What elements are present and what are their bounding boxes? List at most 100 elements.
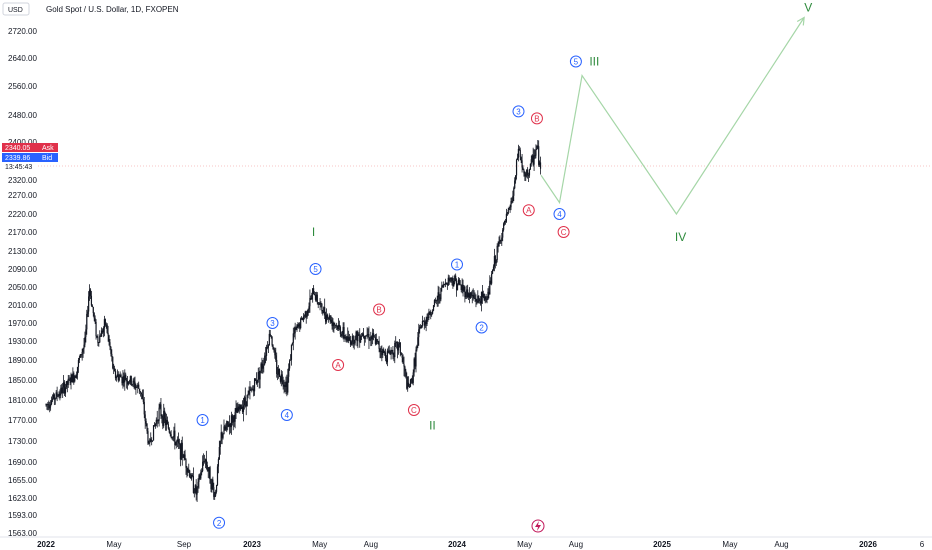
candle-body bbox=[218, 447, 220, 460]
candle-body bbox=[394, 342, 396, 358]
wave-label-text: C bbox=[561, 228, 567, 237]
candle-body bbox=[111, 353, 113, 357]
candle-body bbox=[228, 423, 231, 427]
candle-body bbox=[85, 329, 87, 337]
candle-body bbox=[269, 333, 271, 336]
candle-body bbox=[289, 360, 291, 369]
candle-body bbox=[339, 326, 341, 335]
candle-body bbox=[138, 384, 140, 389]
candle-body bbox=[67, 378, 69, 385]
candle-body bbox=[351, 336, 353, 342]
candle-body bbox=[176, 441, 178, 443]
candle-body bbox=[338, 324, 341, 327]
candle-body bbox=[384, 352, 386, 354]
candle-body bbox=[359, 335, 361, 343]
candle-body bbox=[324, 307, 326, 316]
currency-button[interactable] bbox=[2, 2, 30, 16]
x-axis[interactable]: 2022 May Sep 2023 May Aug 2024 May Aug 2025 May Aug… bbox=[0, 536, 932, 549]
candle-body bbox=[386, 350, 389, 363]
wave-label-text: 5 bbox=[313, 265, 318, 274]
wave-label-blue: 5 bbox=[309, 263, 322, 275]
candle-body bbox=[474, 297, 476, 299]
candle-body bbox=[206, 465, 208, 471]
candle-body bbox=[216, 466, 219, 486]
bar-countdown: 13:45:43 bbox=[5, 164, 32, 171]
candle-body bbox=[187, 469, 189, 473]
candle-body bbox=[488, 291, 490, 295]
candle-body bbox=[168, 428, 170, 433]
y-axis[interactable]: 2720.00 2640.00 2560.00 2480.00 2400.00 2320.… bbox=[8, 27, 37, 538]
candle-body bbox=[293, 333, 295, 335]
x-tick-label: May bbox=[517, 540, 532, 549]
candle-body bbox=[301, 317, 304, 321]
wave-label-green: IV bbox=[675, 230, 686, 244]
candle-body bbox=[157, 420, 159, 422]
candle-body bbox=[156, 419, 158, 421]
candle-body bbox=[430, 314, 432, 316]
candle-body bbox=[511, 201, 513, 202]
candle-body bbox=[357, 334, 359, 342]
candle-body bbox=[334, 324, 336, 326]
candle-body bbox=[533, 155, 535, 165]
bid-tag-bg bbox=[2, 153, 58, 162]
candle-body bbox=[307, 309, 309, 316]
candle-body bbox=[391, 349, 393, 352]
wave-label-blue: 3 bbox=[512, 105, 525, 118]
candle-body bbox=[370, 336, 372, 340]
wave-label-red: A bbox=[522, 204, 535, 217]
candle-body bbox=[177, 439, 180, 444]
candle-body bbox=[348, 337, 350, 341]
candle-body bbox=[174, 430, 176, 446]
candle-body bbox=[153, 425, 156, 427]
candle-body bbox=[235, 407, 237, 412]
candle-body bbox=[129, 376, 131, 383]
candle-body bbox=[313, 294, 316, 296]
candle-body bbox=[172, 436, 174, 438]
candle-body bbox=[396, 342, 399, 351]
candle-body bbox=[122, 376, 124, 384]
candle-body bbox=[444, 282, 447, 285]
candle-body bbox=[309, 298, 311, 307]
candle-body bbox=[92, 307, 94, 314]
candle-body bbox=[336, 325, 338, 327]
candle-body bbox=[86, 313, 88, 330]
candle-body bbox=[508, 207, 510, 210]
candle-body bbox=[274, 350, 276, 356]
candle-body bbox=[447, 277, 449, 286]
candle-body bbox=[292, 333, 294, 343]
candle-body bbox=[242, 405, 245, 412]
candle-body bbox=[509, 207, 511, 209]
bid-price: 2339.86 bbox=[5, 155, 30, 162]
candle-body bbox=[478, 295, 480, 300]
x-tick-label: 2025 bbox=[653, 540, 671, 549]
candle-body bbox=[148, 442, 150, 444]
candle-body bbox=[252, 388, 254, 390]
candle-body bbox=[306, 315, 308, 318]
wave-label-text: 1 bbox=[200, 416, 205, 425]
candle-body bbox=[59, 393, 61, 396]
candle-body bbox=[227, 421, 229, 425]
candle-body bbox=[528, 169, 531, 176]
candle-body bbox=[340, 334, 342, 336]
candle-body bbox=[203, 461, 206, 463]
candle-body bbox=[366, 334, 368, 337]
candle-body bbox=[322, 311, 324, 314]
candle-body bbox=[356, 331, 358, 342]
flash-icon[interactable] bbox=[531, 519, 545, 533]
candle-body bbox=[200, 472, 202, 479]
candle-body bbox=[489, 280, 491, 295]
candle-body bbox=[105, 324, 107, 326]
candle-body bbox=[183, 454, 185, 458]
candle-body bbox=[305, 311, 307, 318]
y-tick-label: 1593.00 bbox=[8, 511, 37, 520]
candle-body bbox=[73, 373, 75, 382]
candle-body bbox=[107, 332, 109, 336]
candle-body bbox=[332, 322, 334, 327]
candle-body bbox=[104, 319, 106, 326]
candle-body bbox=[390, 351, 392, 355]
candle-body bbox=[80, 354, 82, 356]
elliott-projection bbox=[540, 16, 805, 216]
candle-body bbox=[140, 392, 143, 395]
